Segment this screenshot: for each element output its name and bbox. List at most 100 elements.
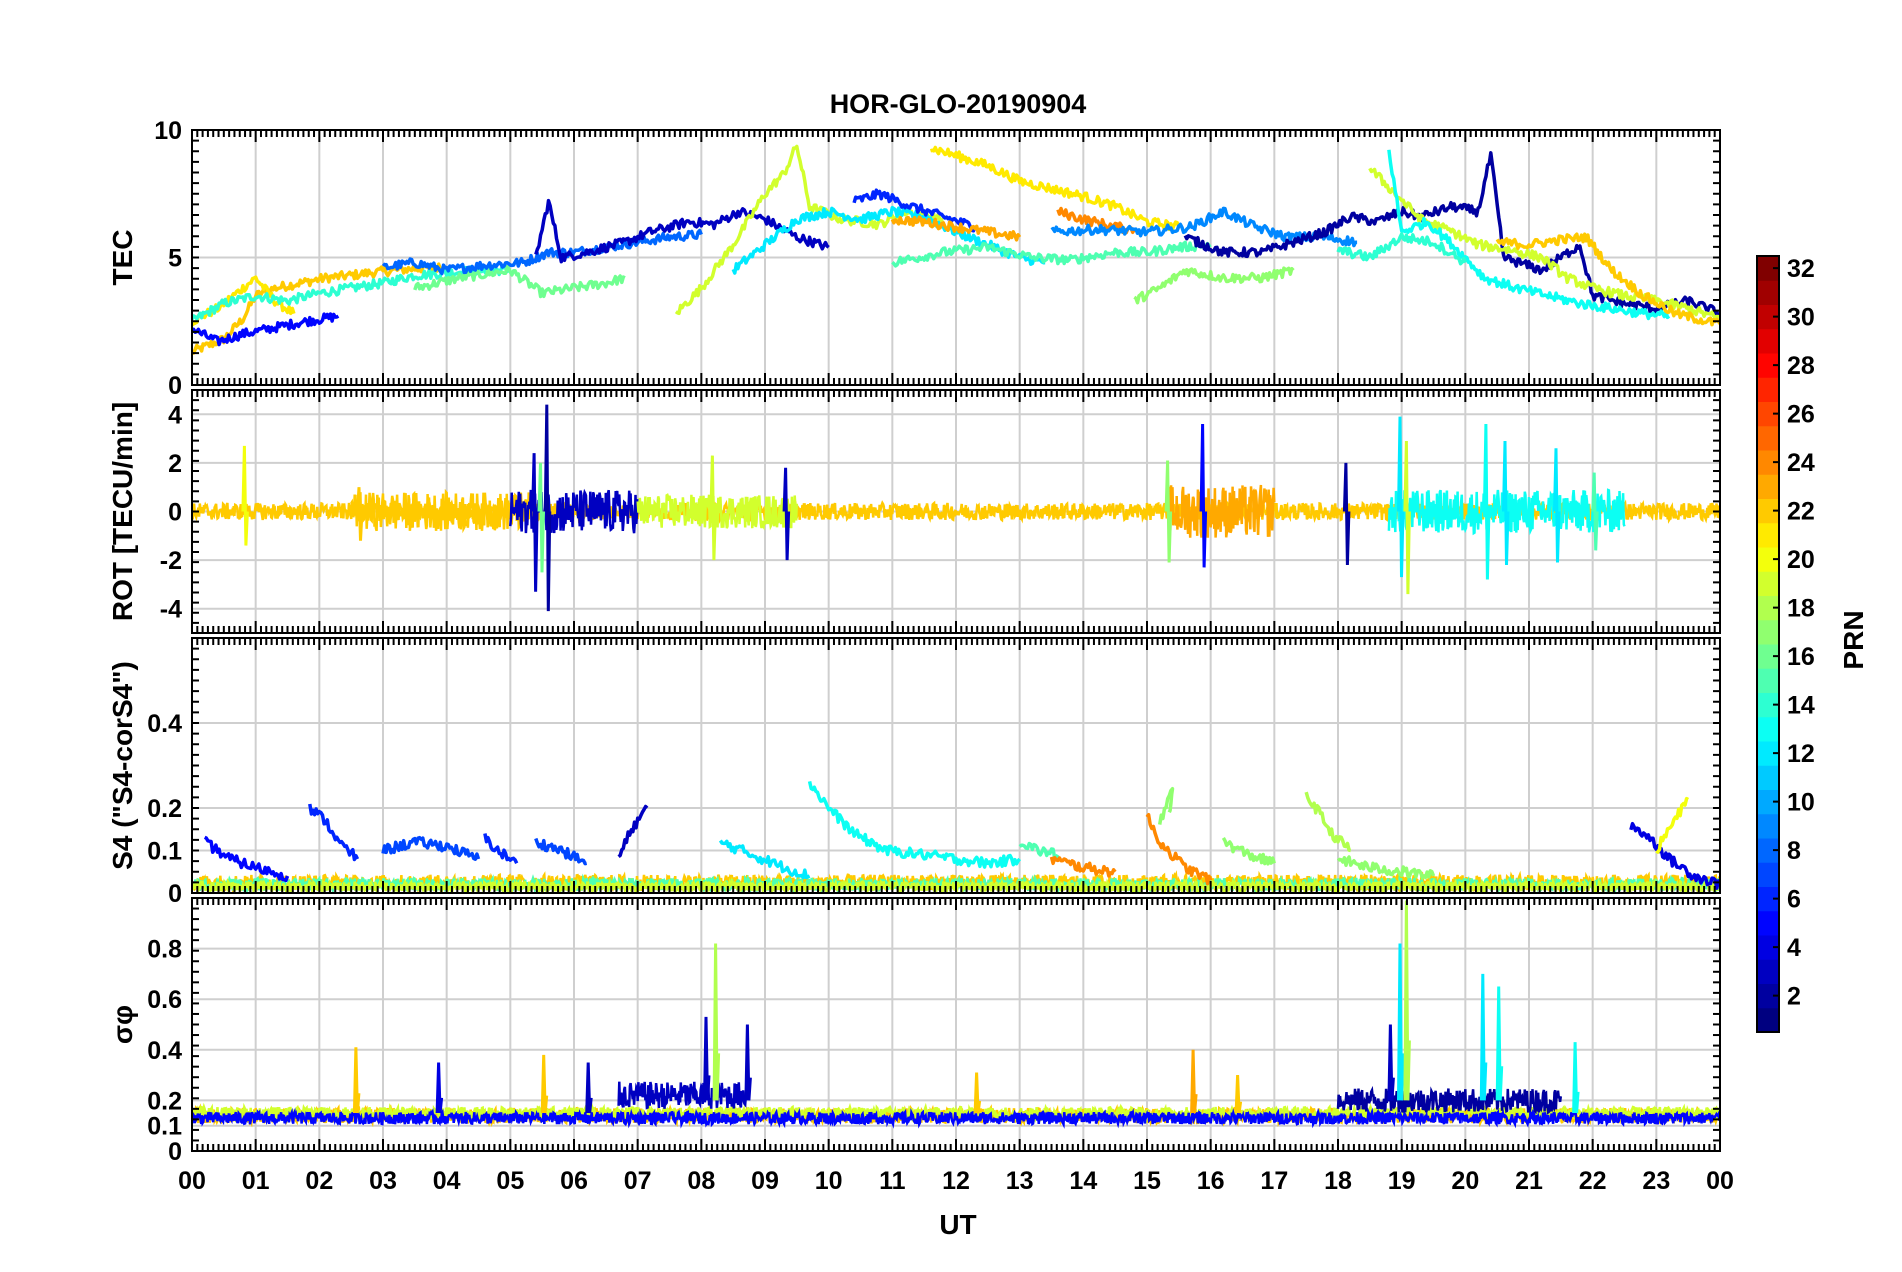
colorbar-step: [1757, 256, 1779, 281]
colorbar-tick-label: 22: [1787, 498, 1815, 526]
colorbar-step: [1757, 935, 1779, 960]
x-tick-label: 04: [433, 1167, 461, 1195]
colorbar-tick-label: 24: [1787, 449, 1815, 477]
colorbar-step: [1757, 425, 1779, 451]
x-tick-label: 00: [178, 1167, 206, 1195]
y-tick-label: 0.4: [147, 1037, 182, 1065]
spike-prn-3: [782, 467, 791, 561]
series-prn-18: [1304, 791, 1352, 853]
colorbar-tick-label: 2: [1787, 983, 1801, 1011]
spike-prn-3: [585, 1062, 593, 1114]
colorbar-step: [1757, 571, 1779, 596]
noise-trace: [509, 488, 639, 534]
colorbar-step: [1757, 1007, 1779, 1033]
x-tick-labels: 00 01 02 03 04 05 06 07 08 09 10 11 12 13 14 15 16 17 18 19…: [178, 1167, 1734, 1195]
y-axis-label-s4: S4 ("S4-corS4"): [107, 661, 138, 870]
noise-trace: [1165, 484, 1276, 538]
spike-prn-3: [1387, 1024, 1395, 1101]
x-tick-label: 10: [815, 1167, 843, 1195]
x-tick-label: 21: [1515, 1167, 1543, 1195]
spike-prn-23: [1190, 1049, 1198, 1114]
colorbar-step: [1757, 862, 1779, 887]
colorbar-step: [1757, 304, 1779, 330]
plot-area-tec: [192, 144, 1720, 355]
x-axis-label: UT: [939, 1209, 976, 1240]
colorbar-step: [1757, 983, 1779, 1009]
x-tick-label: 13: [1006, 1167, 1034, 1195]
spike-prn-13: [1482, 423, 1491, 580]
series-prn-23: [890, 215, 1022, 242]
noise-trace: [636, 493, 799, 531]
colorbar-tick-label: 4: [1787, 934, 1801, 962]
spike-prn-3: [531, 453, 539, 592]
spike-prn-13: [1495, 986, 1504, 1101]
series-prn-16: [413, 264, 626, 299]
spike-prn-22: [356, 487, 364, 541]
y-tick-label: 0.8: [147, 936, 182, 964]
colorbar-tick-label: 16: [1787, 643, 1815, 671]
colorbar-label: PRN: [1838, 610, 1869, 669]
y-tick-label: 2: [168, 450, 182, 478]
y-tick-label: 0.4: [147, 710, 182, 738]
series-prn-17: [1133, 266, 1295, 305]
spike-prn-12: [1397, 943, 1405, 1101]
noise-trace: [617, 1081, 748, 1110]
x-tick-label: 00: [1706, 1167, 1734, 1195]
colorbar-step: [1757, 838, 1779, 863]
series-prn-8: [381, 228, 703, 276]
x-tick-label: 19: [1388, 1167, 1416, 1195]
colorbar-step: [1757, 401, 1779, 427]
colorbar-tick-label: 12: [1787, 740, 1815, 768]
x-tick-label: 08: [687, 1167, 715, 1195]
colorbar-step: [1757, 498, 1779, 524]
colorbar-step: [1757, 765, 1779, 790]
colorbar-step: [1757, 353, 1779, 378]
series-prn-22: [1495, 232, 1720, 327]
spike-prn-22: [352, 1047, 361, 1114]
spike-prn-22: [1234, 1075, 1243, 1114]
x-tick-label: 15: [1133, 1167, 1161, 1195]
colorbar-step: [1757, 547, 1779, 572]
x-tick-label: 01: [242, 1167, 270, 1195]
x-tick-label: 14: [1069, 1167, 1097, 1195]
noise-trace: [192, 1107, 1720, 1129]
x-tick-label: 17: [1260, 1167, 1288, 1195]
y-tick-label: -4: [160, 596, 182, 624]
y-tick-label: 0: [168, 372, 182, 400]
spike-prn-2: [543, 404, 552, 612]
series-prn-15: [1018, 841, 1060, 860]
series-prn-13: [807, 781, 1022, 869]
series-prn-6: [483, 833, 519, 865]
series-prn-24: [1056, 206, 1136, 235]
spike-prn-2: [1342, 462, 1351, 566]
y-tick-label: 0.2: [147, 1087, 182, 1115]
panel-rot: -4 -2 0 2 4 ROT [TECU/min]: [107, 389, 1721, 634]
series-prn-15: [891, 240, 1212, 268]
chart-title: HOR-GLO-20190904: [830, 89, 1087, 119]
spike-prn-3: [744, 1024, 752, 1101]
colorbar-step: [1757, 741, 1779, 766]
panel-tec: 0 5 10 TEC: [107, 117, 1721, 400]
x-tick-label: 06: [560, 1167, 588, 1195]
series-prn-17: [1157, 786, 1175, 825]
series-prn-3: [534, 198, 830, 264]
x-tick-label: 18: [1324, 1167, 1352, 1195]
colorbar-tick-label: 20: [1787, 546, 1815, 574]
spike-prn-19: [1403, 440, 1411, 595]
x-tick-label: 11: [879, 1167, 906, 1195]
x-tick-label: 23: [1642, 1167, 1670, 1195]
colorbar-step: [1757, 474, 1779, 499]
y-tick-label: 0: [168, 880, 182, 908]
series-prn-13: [1387, 149, 1671, 321]
spike-prn-22: [973, 1072, 982, 1114]
series-prn-12: [718, 839, 811, 880]
colorbar-step: [1757, 619, 1779, 645]
series-prn-7: [381, 835, 481, 861]
spike-prn-12: [1397, 416, 1405, 578]
spike-prn-12: [1553, 448, 1561, 563]
colorbar-step: [1757, 789, 1779, 815]
spike-prn-20: [241, 445, 249, 546]
x-tick-label: 16: [1197, 1167, 1225, 1195]
